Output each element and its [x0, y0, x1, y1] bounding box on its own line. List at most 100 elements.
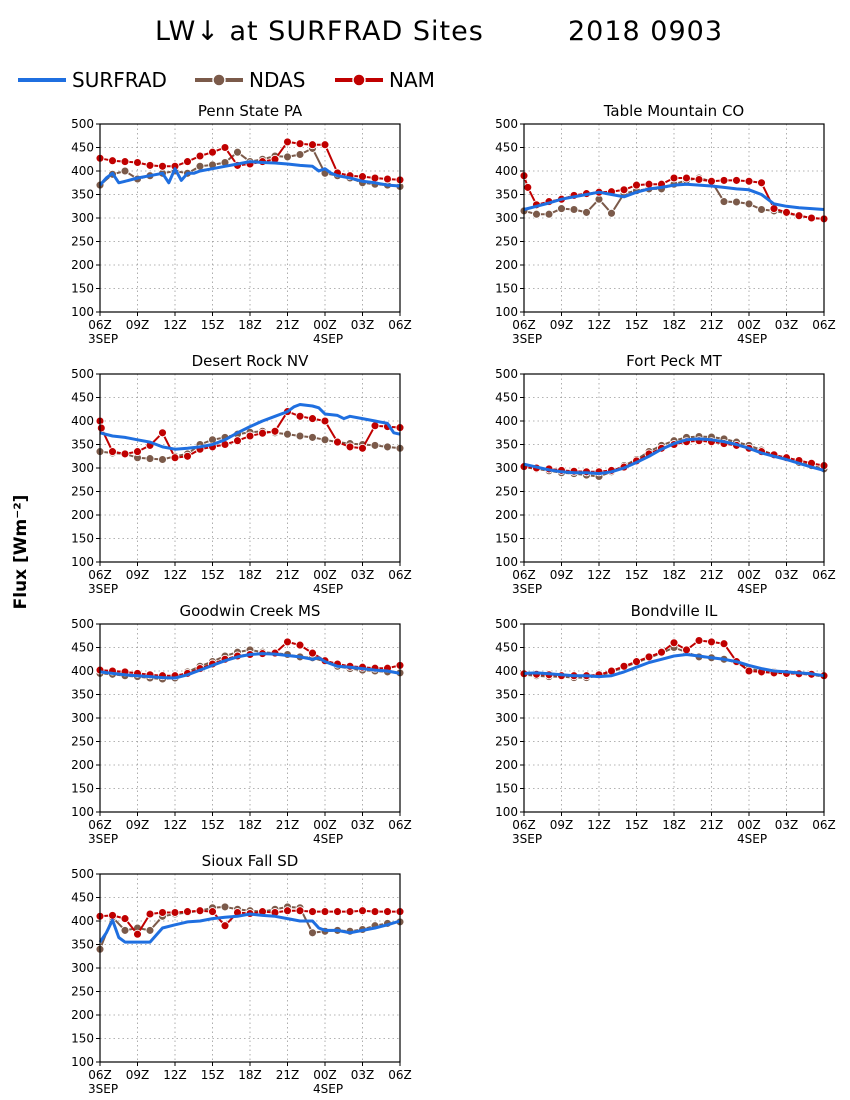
- panel-title: Bondville IL: [631, 602, 718, 620]
- data-point: [233, 436, 242, 446]
- y-tick-label: 150: [495, 782, 518, 796]
- data-point: [220, 902, 230, 912]
- y-tick-label: 100: [71, 555, 94, 569]
- data-point: [270, 426, 280, 436]
- x-date-label: 4SEP: [313, 582, 343, 596]
- chart-date: 2018 0903: [568, 16, 723, 47]
- data-point: [283, 429, 292, 439]
- y-tick-label: 150: [71, 532, 94, 546]
- y-tick-label: 500: [71, 367, 94, 381]
- x-tick-label: 06Z: [812, 818, 836, 832]
- y-tick-label: 350: [71, 438, 94, 452]
- data-point: [320, 435, 330, 445]
- series-line: [98, 160, 401, 188]
- grid: [100, 124, 400, 312]
- y-tick-label: 150: [495, 532, 518, 546]
- data-point: [295, 640, 305, 650]
- data-point: [582, 207, 591, 217]
- x-date-label: 3SEP: [512, 832, 542, 846]
- y-tick-label: 100: [495, 305, 518, 319]
- x-date-label: 3SEP: [88, 332, 118, 346]
- grid: [524, 124, 824, 312]
- data-point: [283, 137, 292, 147]
- data-point: [532, 209, 541, 219]
- x-tick-label: 21Z: [276, 818, 300, 832]
- legend-item-surfrad: SURFRAD: [18, 68, 167, 92]
- x-tick-label: 09Z: [550, 568, 574, 582]
- x-tick-label: 06Z: [88, 568, 112, 582]
- y-tick-label: 350: [495, 438, 518, 452]
- x-tick-label: 09Z: [126, 1068, 150, 1082]
- data-point: [757, 178, 766, 188]
- data-point: [170, 453, 180, 463]
- x-tick-label: 06Z: [812, 568, 836, 582]
- data-point: [120, 914, 130, 924]
- plot-frame: [99, 123, 401, 313]
- data-point: [320, 140, 330, 150]
- data-point: [145, 925, 155, 935]
- x-date-label: 4SEP: [313, 832, 343, 846]
- panel-title: Penn State PA: [198, 102, 303, 120]
- data-point: [732, 197, 741, 207]
- y-tick-label: 200: [71, 258, 94, 272]
- data-point: [145, 454, 155, 464]
- series-surfrad: [98, 160, 401, 188]
- data-point: [283, 906, 292, 916]
- data-point: [96, 423, 106, 433]
- x-tick-label: 03Z: [351, 818, 375, 832]
- y-tick-label: 200: [495, 258, 518, 272]
- y-tick-label: 400: [495, 164, 518, 178]
- data-point: [657, 647, 666, 657]
- y-tick-label: 450: [495, 141, 518, 155]
- data-point: [744, 199, 754, 209]
- data-point: [632, 657, 641, 667]
- x-tick-label: 12Z: [163, 1068, 187, 1082]
- y-tick-label: 300: [71, 961, 94, 975]
- data-point: [108, 447, 117, 457]
- data-point: [370, 907, 380, 917]
- series-line: [98, 912, 401, 944]
- x-date-label: 3SEP: [88, 832, 118, 846]
- data-point: [158, 455, 167, 464]
- y-tick-label: 350: [71, 938, 94, 952]
- legend: SURFRAD NDAS NAM: [18, 68, 435, 92]
- x-tick-label: 15Z: [625, 818, 649, 832]
- data-point: [383, 174, 392, 184]
- x-tick-label: 03Z: [351, 318, 375, 332]
- data-point: [308, 907, 317, 917]
- series-line: [523, 653, 825, 679]
- x-tick-label: 21Z: [276, 1068, 300, 1082]
- data-point: [632, 180, 641, 190]
- y-tick-label: 500: [495, 617, 518, 631]
- data-point: [757, 205, 766, 214]
- data-point: [308, 928, 317, 938]
- x-tick-label: 06Z: [512, 818, 536, 832]
- data-point: [682, 173, 691, 183]
- panel-penn-state-pa: Penn State PA 100 150 200 250 300 350 400 450 500…: [71, 102, 412, 346]
- panel-desert-rock-nv: Desert Rock NV 100 150 200 250 300 350 400 450 50…: [71, 352, 412, 596]
- data-point: [295, 906, 305, 916]
- data-point: [719, 639, 729, 649]
- x-tick-label: 18Z: [662, 818, 686, 832]
- x-tick-label: 03Z: [351, 568, 375, 582]
- x-tick-label: 15Z: [201, 818, 225, 832]
- panel-goodwin-creek-ms: Goodwin Creek MS 100 150 200 250 300 350 400 450…: [71, 602, 412, 846]
- x-tick-label: 09Z: [126, 568, 150, 582]
- x-tick-label: 06Z: [88, 818, 112, 832]
- plot-frame: [99, 373, 401, 563]
- x-tick-label: 09Z: [126, 318, 150, 332]
- data-point: [233, 147, 242, 157]
- data-point: [694, 636, 704, 645]
- panel-bondville-il: Bondville IL 100 150 200 250 300 350 400 450 500 0…: [495, 602, 836, 846]
- x-date-label: 3SEP: [512, 332, 542, 346]
- x-tick-label: 15Z: [625, 568, 649, 582]
- y-tick-label: 400: [495, 414, 518, 428]
- data-point: [744, 176, 754, 186]
- data-point: [133, 929, 142, 939]
- data-point: [308, 648, 317, 658]
- series-surfrad: [523, 182, 825, 211]
- y-tick-label: 350: [495, 188, 518, 202]
- y-tick-label: 500: [71, 867, 94, 881]
- legend-label: SURFRAD: [72, 68, 167, 92]
- x-tick-label: 06Z: [812, 318, 836, 332]
